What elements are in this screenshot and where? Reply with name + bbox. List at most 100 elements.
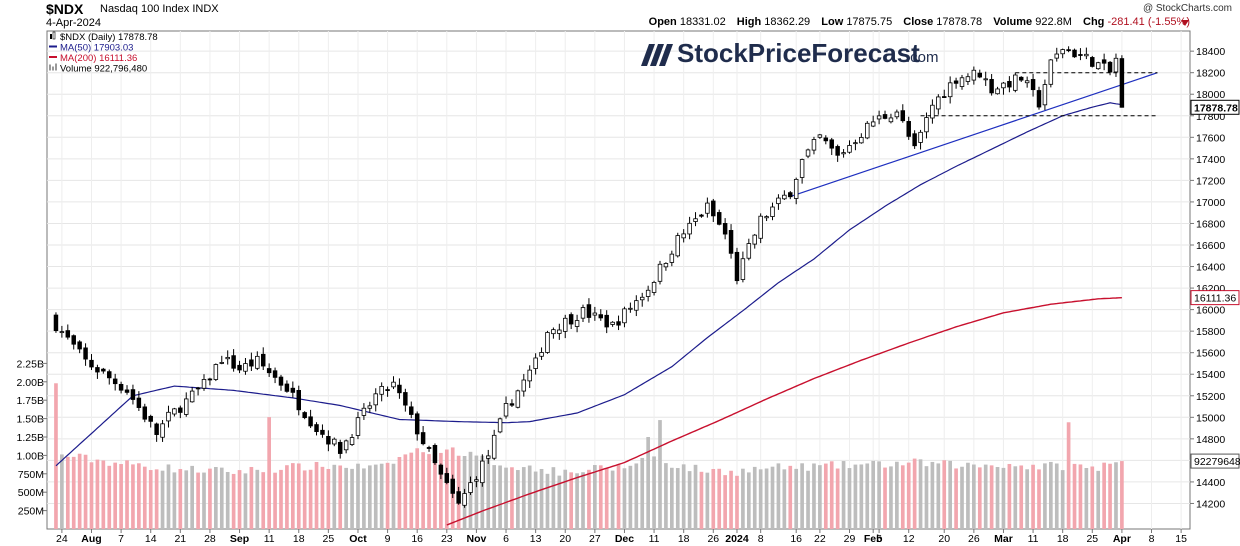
volume-bar: [847, 468, 852, 529]
candle-body: [776, 197, 781, 205]
watermark: StockPriceForecast .com: [641, 38, 939, 68]
volume-bar: [409, 452, 414, 529]
candle-body: [1018, 76, 1024, 81]
candle-body: [799, 159, 805, 178]
volume-bar: [391, 463, 396, 529]
volume-bar: [314, 461, 319, 529]
volume-bar: [148, 470, 153, 529]
candle-body: [509, 403, 515, 406]
volume-bar: [575, 473, 579, 529]
candle-body: [414, 413, 420, 435]
candle-body: [1024, 80, 1030, 84]
candle-body: [77, 341, 82, 350]
date-tick-label: 14: [145, 533, 157, 545]
chart-header: $NDX Nasdaq 100 Index INDX 4-Apr-2024 @ …: [0, 0, 1240, 30]
candle-body: [942, 96, 947, 98]
candle-body: [545, 332, 550, 353]
candle-body: [693, 218, 698, 222]
volume-bar: [664, 463, 668, 529]
candle-body: [568, 314, 574, 325]
candle-body: [1090, 57, 1095, 67]
ma50-line: [55, 102, 1122, 467]
volume-bar: [326, 468, 331, 529]
date-tick-label: 15: [1175, 533, 1187, 545]
volume-bar: [569, 472, 573, 529]
volume-bar: [900, 465, 905, 529]
volume-bar: [166, 464, 171, 529]
date-tick-label: 5: [876, 533, 882, 545]
candle-body: [178, 407, 183, 413]
volume-bar: [533, 471, 538, 529]
ma200-path: [446, 297, 1122, 526]
candle-body: [207, 378, 213, 381]
candle-body: [651, 281, 657, 293]
volume-value: 922.8M: [1035, 16, 1072, 28]
volume-bar: [296, 463, 301, 529]
candle-body: [112, 378, 118, 385]
volume-bar: [995, 467, 1000, 529]
volume-bar: [119, 464, 123, 529]
volume-bar: [308, 469, 313, 529]
date-tick-label: 27: [589, 533, 601, 545]
candle-body: [628, 307, 633, 310]
volume-bar: [1043, 463, 1047, 529]
ma200-price-label: 16111.36: [1194, 293, 1236, 305]
candle-body: [95, 367, 100, 373]
date-tick-label: 20: [559, 533, 571, 545]
candle-body: [1072, 49, 1077, 58]
volume-bar: [1007, 463, 1012, 529]
candle-body: [361, 407, 367, 416]
candle-body: [491, 434, 497, 459]
volume-bar: [373, 464, 378, 529]
candle-body: [1078, 54, 1083, 56]
volume-bar: [291, 463, 295, 529]
volume-bar: [604, 468, 609, 529]
candle-body: [622, 308, 627, 324]
high-value: 18362.29: [764, 16, 811, 28]
legend-label: Volume 922,796,480: [60, 64, 147, 75]
volume-bar: [154, 469, 159, 529]
volume-bar: [279, 469, 283, 529]
volume-bar: [516, 470, 520, 529]
candle-body: [989, 79, 994, 94]
symbol: $NDX: [46, 1, 84, 17]
candle-body: [586, 304, 592, 318]
volume-bar: [930, 461, 935, 529]
logo-slash-icon: [641, 44, 673, 66]
volume-bar: [385, 462, 390, 529]
volume-bar: [285, 465, 289, 529]
date-tick-label: 11: [1028, 533, 1039, 545]
candle-body: [136, 397, 142, 408]
volume-bar: [859, 464, 864, 529]
volume-bar: [758, 469, 763, 529]
candle-body: [231, 355, 236, 369]
price-tick-label: 18000: [1196, 89, 1225, 101]
candle-body: [574, 320, 580, 327]
date-tick-label: Apr: [1113, 533, 1131, 545]
date-tick-label: 23: [441, 533, 453, 545]
candle-body: [894, 111, 900, 118]
volume-bar: [261, 472, 266, 529]
candle-body: [598, 314, 604, 319]
candle-body: [705, 202, 710, 214]
candle-body: [403, 392, 408, 406]
down-triangle-icon: [1181, 20, 1189, 26]
candle-body: [213, 364, 219, 380]
candle-body: [782, 194, 787, 200]
volume-bar: [486, 456, 491, 529]
candle-body: [426, 447, 432, 449]
volume-bar: [670, 467, 674, 529]
volume-bar: [190, 465, 194, 529]
date-tick-label: Nov: [466, 533, 486, 545]
candle-body: [290, 387, 296, 393]
candle-body: [130, 389, 136, 400]
candle-body: [657, 263, 663, 282]
plot-area: [46, 30, 1191, 530]
ohlc-summary: Open 18331.02 High 18362.29 Low 17875.75…: [649, 16, 1190, 28]
price-tick-label: 16400: [1196, 262, 1225, 274]
candle-body: [758, 215, 763, 239]
volume-bar: [746, 472, 751, 529]
volume-bar: [1096, 470, 1101, 529]
